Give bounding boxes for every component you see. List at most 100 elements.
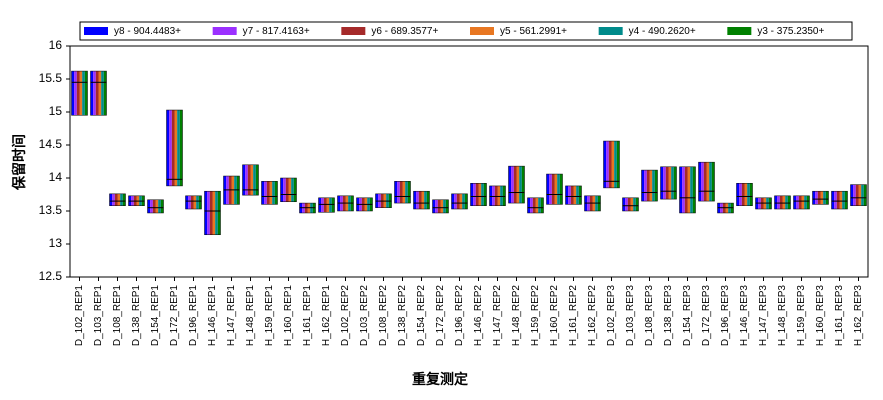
- range-stripe: [633, 197, 636, 211]
- range-stripe: [413, 191, 417, 210]
- range-stripe: [806, 195, 810, 210]
- range-stripe: [212, 191, 216, 235]
- x-tick-label: D_196_REP3: [720, 285, 731, 347]
- range-stripe: [502, 185, 506, 206]
- range-stripe: [682, 166, 685, 213]
- range-box: [603, 140, 620, 189]
- legend-swatch: [598, 27, 623, 35]
- range-stripe: [652, 170, 655, 202]
- range-box: [451, 193, 468, 210]
- range-stripe: [649, 170, 653, 202]
- x-tick-label: D_196_REP2: [454, 285, 465, 347]
- x-tick-label: H_161_REP3: [834, 285, 845, 347]
- range-stripe: [459, 193, 463, 210]
- range-stripe: [331, 197, 335, 213]
- range-stripe: [152, 199, 156, 213]
- range-stripe: [416, 191, 419, 210]
- range-stripe: [76, 71, 80, 116]
- range-stripe: [711, 162, 715, 202]
- legend-swatch: [212, 27, 237, 35]
- x-tick-label: H_159_REP3: [796, 285, 807, 347]
- plot-area: [69, 45, 869, 278]
- range-stripe: [418, 191, 422, 210]
- x-tick-label: H_162_REP3: [853, 285, 864, 347]
- range-stripe: [269, 181, 273, 205]
- range-stripe: [853, 184, 856, 206]
- range-stripe: [407, 181, 411, 204]
- range-stripe: [193, 195, 197, 210]
- x-tick-label: H_161_REP2: [568, 285, 579, 347]
- range-box: [280, 177, 297, 203]
- range-box: [470, 183, 487, 206]
- x-axis-label: 重复测定: [412, 371, 468, 388]
- range-stripe: [293, 178, 297, 202]
- range-stripe: [481, 183, 484, 206]
- range-stripe: [394, 181, 398, 204]
- range-stripe: [470, 183, 474, 206]
- range-stripe: [573, 185, 577, 205]
- x-tick-label: D_138_REP2: [397, 285, 408, 347]
- range-box: [90, 70, 107, 116]
- legend-swatch: [470, 27, 494, 35]
- x-tick-label: H_160_REP3: [815, 285, 826, 347]
- range-stripe: [95, 71, 99, 116]
- range-stripe: [261, 181, 265, 205]
- range-stripe: [451, 193, 455, 210]
- range-stripe: [817, 191, 821, 205]
- range-stripe: [397, 181, 400, 204]
- range-stripe: [255, 164, 259, 196]
- range-stripe: [209, 191, 213, 235]
- y-tick-label: 12.5: [39, 269, 63, 283]
- x-tick-label: D_102_REP3: [606, 285, 617, 347]
- x-tick-label: H_148_REP3: [777, 285, 788, 347]
- range-box: [774, 195, 791, 210]
- range-stripe: [494, 185, 498, 206]
- range-box: [565, 185, 582, 205]
- range-stripe: [516, 166, 520, 204]
- range-stripe: [606, 141, 609, 188]
- x-tick-label: H_160_REP2: [549, 285, 560, 347]
- y-axis-label: 保留时间: [11, 134, 28, 191]
- range-stripe: [326, 197, 330, 213]
- range-box: [831, 190, 848, 210]
- range-stripe: [443, 199, 446, 213]
- range-stripe: [122, 193, 126, 206]
- range-stripe: [527, 197, 531, 213]
- x-tick-label: D_154_REP2: [416, 285, 427, 347]
- range-stripe: [177, 110, 180, 186]
- range-stripe: [535, 197, 539, 213]
- range-stripe: [565, 185, 569, 205]
- range-stripe: [747, 183, 750, 206]
- range-stripe: [825, 191, 829, 205]
- range-stripe: [663, 166, 666, 200]
- range-stripe: [288, 178, 292, 202]
- range-box: [793, 195, 810, 210]
- range-box: [394, 181, 411, 204]
- range-stripe: [549, 174, 552, 205]
- legend-swatch: [727, 27, 752, 35]
- x-tick-label: H_148_REP1: [245, 285, 256, 347]
- range-stripe: [285, 178, 289, 202]
- range-stripe: [266, 181, 270, 205]
- range-stripe: [321, 197, 324, 213]
- range-stripe: [185, 195, 189, 210]
- range-box: [71, 70, 88, 116]
- range-stripe: [834, 191, 837, 210]
- x-tick-label: D_138_REP1: [131, 285, 142, 347]
- x-tick-label: D_108_REP3: [644, 285, 655, 347]
- range-stripe: [250, 164, 254, 196]
- range-stripe: [779, 195, 783, 210]
- x-tick-label: H_146_REP1: [207, 285, 218, 347]
- range-stripe: [777, 195, 780, 210]
- range-stripe: [103, 71, 107, 116]
- range-stripe: [706, 162, 710, 202]
- range-stripe: [473, 183, 476, 206]
- range-stripe: [508, 166, 512, 204]
- x-tick-label: D_172_REP3: [701, 285, 712, 347]
- range-box: [736, 183, 753, 206]
- range-stripe: [692, 166, 696, 213]
- range-stripe: [820, 191, 824, 205]
- range-box: [527, 197, 544, 214]
- range-stripe: [622, 197, 626, 211]
- range-stripe: [836, 191, 840, 210]
